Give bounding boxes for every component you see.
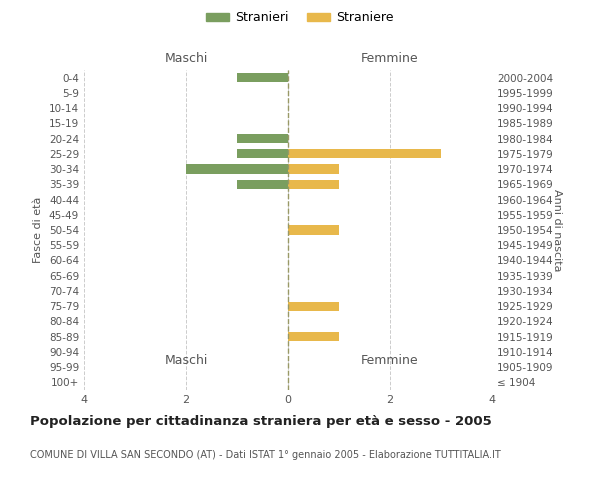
Bar (288, 149, 441, 158)
Bar (237, 149, 288, 158)
Bar (288, 164, 339, 173)
Y-axis label: Anni di nascita: Anni di nascita (552, 188, 562, 271)
Bar (288, 226, 339, 234)
Text: Popolazione per cittadinanza straniera per età e sesso - 2005: Popolazione per cittadinanza straniera p… (30, 415, 492, 428)
Bar (237, 180, 288, 189)
Bar (288, 332, 339, 341)
Text: Maschi: Maschi (164, 354, 208, 366)
Bar (288, 302, 339, 311)
Bar (237, 134, 288, 143)
Text: Maschi: Maschi (164, 52, 208, 66)
Bar (288, 180, 339, 189)
Legend: Stranieri, Straniere: Stranieri, Straniere (202, 6, 398, 29)
Bar (237, 73, 288, 82)
Text: Femmine: Femmine (361, 354, 419, 366)
Y-axis label: Fasce di età: Fasce di età (34, 197, 43, 263)
Text: COMUNE DI VILLA SAN SECONDO (AT) - Dati ISTAT 1° gennaio 2005 - Elaborazione TUT: COMUNE DI VILLA SAN SECONDO (AT) - Dati … (30, 450, 501, 460)
Text: Femmine: Femmine (361, 52, 419, 66)
Bar (186, 164, 288, 173)
